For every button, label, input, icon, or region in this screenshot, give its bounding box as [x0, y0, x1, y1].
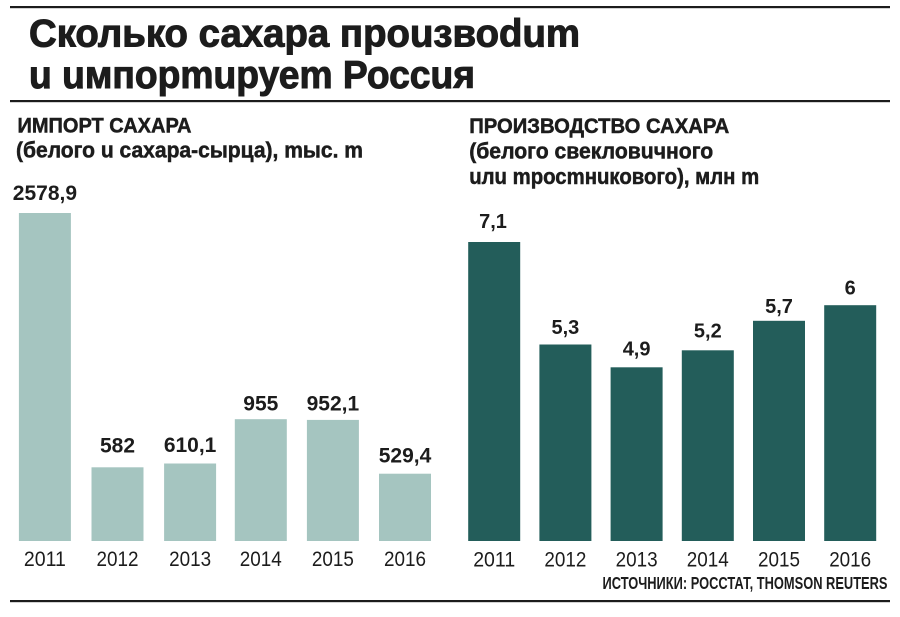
- svg-text:2011: 2011: [24, 547, 66, 571]
- svg-text:(белого свекловuчного: (белого свекловuчного: [469, 139, 713, 164]
- svg-text:529,4: 529,4: [379, 445, 432, 468]
- svg-text:ИМПОРТ САХАРА: ИМПОРТ САХАРА: [18, 114, 192, 138]
- svg-text:2014: 2014: [687, 548, 729, 572]
- svg-text:u uмпорmuруеm Россuя: u uмпорmuруеm Россuя: [29, 54, 475, 97]
- svg-text:ПРОИЗВОДСТВО САХАРА: ПРОИЗВОДСТВО САХАРА: [469, 114, 729, 138]
- svg-text:2578,9: 2578,9: [13, 182, 77, 205]
- svg-text:4,9: 4,9: [623, 339, 651, 361]
- svg-text:Сколько сахара проuзвоdum: Сколько сахара проuзвоdum: [29, 13, 580, 56]
- svg-text:ИСТОЧНИКИ: РОССТАТ, THOMSON RE: ИСТОЧНИКИ: РОССТАТ, THOMSON REUTERS: [603, 573, 888, 593]
- svg-text:2015: 2015: [312, 547, 354, 571]
- svg-text:610,1: 610,1: [164, 434, 217, 457]
- svg-text:2012: 2012: [544, 548, 586, 572]
- svg-text:2014: 2014: [240, 547, 282, 571]
- svg-text:2016: 2016: [829, 548, 871, 572]
- svg-text:5,2: 5,2: [694, 321, 722, 343]
- svg-text:2013: 2013: [169, 547, 211, 571]
- svg-text:2016: 2016: [384, 547, 426, 571]
- svg-text:7,1: 7,1: [479, 211, 507, 233]
- svg-text:955: 955: [243, 393, 278, 416]
- svg-text:2015: 2015: [758, 548, 800, 572]
- svg-text:2012: 2012: [97, 547, 139, 571]
- svg-text:952,1: 952,1: [307, 393, 360, 416]
- svg-text:5,7: 5,7: [765, 296, 793, 318]
- svg-text:582: 582: [100, 434, 135, 457]
- svg-text:2011: 2011: [473, 548, 515, 572]
- svg-text:2013: 2013: [616, 548, 658, 572]
- svg-text:6: 6: [845, 277, 856, 299]
- svg-text:uлu mросmнuкового), млн m: uлu mросmнuкового), млн m: [469, 164, 759, 189]
- svg-text:(белого u сахара-сырца), mыс.: (белого u сахара-сырца), mыс. m: [16, 138, 363, 163]
- svg-text:5,3: 5,3: [551, 317, 579, 339]
